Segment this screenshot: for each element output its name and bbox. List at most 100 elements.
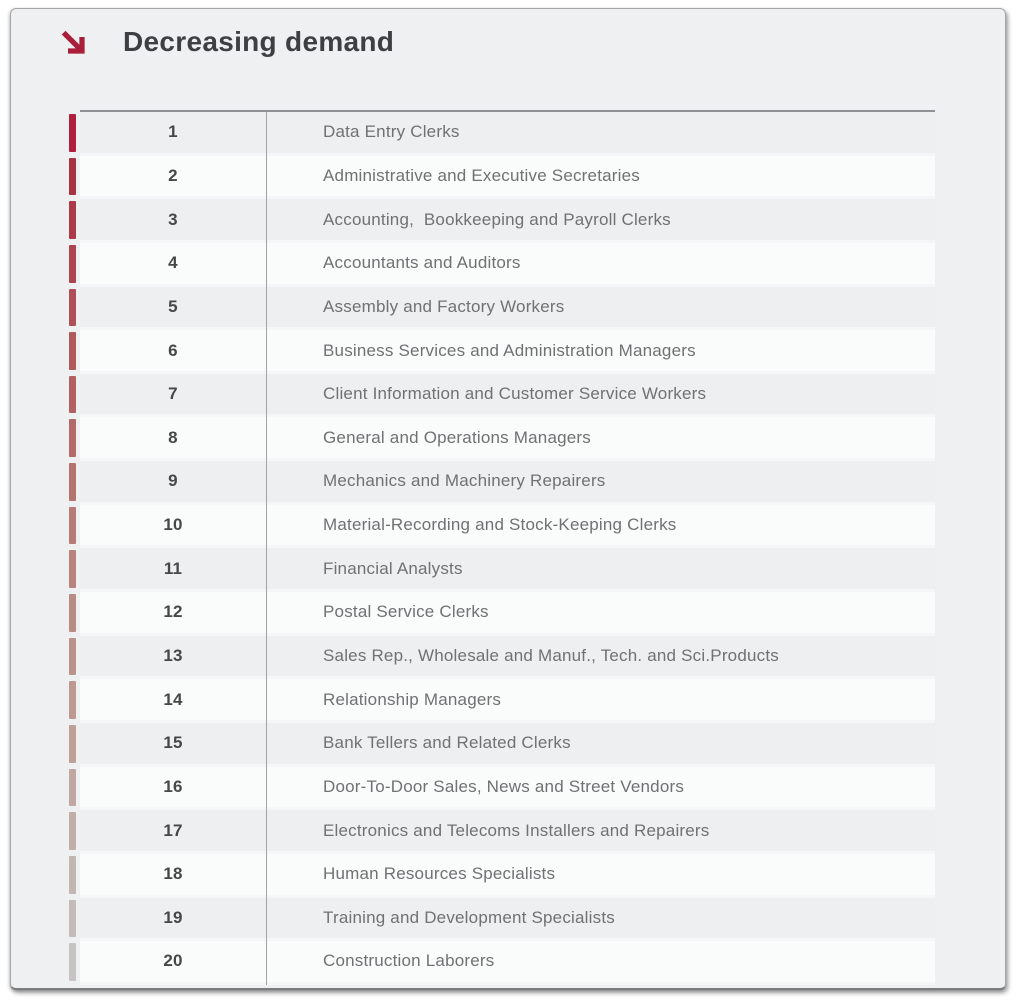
rank-cell-text: 4	[168, 253, 178, 273]
rank-cell: 16	[80, 767, 266, 808]
demand-bar	[69, 245, 76, 283]
decreasing-demand-card: Decreasing demand 1 Data Entry Clerks 2 …	[10, 8, 1006, 990]
demand-bar	[69, 856, 76, 894]
occupation-cell: Door-To-Door Sales, News and Street Vend…	[266, 767, 935, 808]
rank-cell: 8	[80, 417, 266, 458]
rank-cell-text: 11	[164, 559, 182, 579]
table-row: 15 Bank Tellers and Related Clerks	[69, 723, 935, 767]
occupation-cell: Bank Tellers and Related Clerks	[266, 723, 935, 764]
occupation-cell-text: Assembly and Factory Workers	[323, 297, 564, 317]
table-body: 1 Data Entry Clerks 2 Administrative and…	[69, 110, 935, 985]
table-row: 11 Financial Analysts	[69, 548, 935, 592]
demand-bar	[69, 376, 76, 414]
column-divider	[266, 112, 267, 985]
table-row: 18 Human Resources Specialists	[69, 854, 935, 898]
rank-cell: 1	[80, 112, 266, 153]
occupation-cell: Postal Service Clerks	[266, 592, 935, 633]
rank-cell-text: 17	[163, 821, 182, 841]
occupation-cell: Business Services and Administration Man…	[266, 330, 935, 371]
occupation-cell: Construction Laborers	[266, 941, 935, 982]
rank-cell: 13	[80, 636, 266, 677]
rank-cell-text: 9	[168, 471, 178, 491]
row-cells: 11 Financial Analysts	[80, 548, 935, 592]
demand-bar	[69, 158, 76, 196]
rank-cell-text: 2	[168, 166, 178, 186]
rank-cell: 4	[80, 243, 266, 284]
row-cells: 12 Postal Service Clerks	[80, 592, 935, 636]
demand-bar	[69, 769, 76, 807]
table-row: 13 Sales Rep., Wholesale and Manuf., Tec…	[69, 636, 935, 680]
rank-cell-text: 7	[168, 384, 178, 404]
rank-cell: 20	[80, 941, 266, 982]
row-cells: 15 Bank Tellers and Related Clerks	[80, 723, 935, 767]
occupation-cell-text: Postal Service Clerks	[323, 602, 489, 622]
table-row: 16 Door-To-Door Sales, News and Street V…	[69, 767, 935, 811]
demand-bar	[69, 419, 76, 457]
rank-cell-text: 3	[168, 210, 178, 230]
row-cells: 16 Door-To-Door Sales, News and Street V…	[80, 767, 935, 811]
table-top-border	[80, 110, 935, 112]
occupation-cell: Relationship Managers	[266, 679, 935, 720]
occupation-cell: Accountants and Auditors	[266, 243, 935, 284]
row-cells: 13 Sales Rep., Wholesale and Manuf., Tec…	[80, 636, 935, 680]
row-cells: 10 Material-Recording and Stock-Keeping …	[80, 505, 935, 549]
table-row: 20 Construction Laborers	[69, 941, 935, 985]
table-row: 8 General and Operations Managers	[69, 417, 935, 461]
occupation-cell-text: Client Information and Customer Service …	[323, 384, 706, 404]
rank-cell-text: 13	[163, 646, 182, 666]
table-row: 9 Mechanics and Machinery Repairers	[69, 461, 935, 505]
section-title: Decreasing demand	[123, 23, 394, 61]
rank-cell: 14	[80, 679, 266, 720]
rank-cell-text: 6	[168, 341, 178, 361]
occupation-cell: Electronics and Telecoms Installers and …	[266, 810, 935, 851]
table-row: 10 Material-Recording and Stock-Keeping …	[69, 505, 935, 549]
row-cells: 14 Relationship Managers	[80, 679, 935, 723]
occupation-cell-text: Material-Recording and Stock-Keeping Cle…	[323, 515, 676, 535]
rank-cell: 3	[80, 199, 266, 240]
table-row: 14 Relationship Managers	[69, 679, 935, 723]
rank-cell: 19	[80, 898, 266, 939]
row-cells: 8 General and Operations Managers	[80, 417, 935, 461]
demand-bar	[69, 812, 76, 850]
occupation-cell-text: General and Operations Managers	[323, 428, 591, 448]
row-cells: 20 Construction Laborers	[80, 941, 935, 985]
row-cells: 7 Client Information and Customer Servic…	[80, 374, 935, 418]
occupation-cell: Training and Development Specialists	[266, 898, 935, 939]
occupation-cell: Administrative and Executive Secretaries	[266, 156, 935, 197]
occupation-cell: General and Operations Managers	[266, 417, 935, 458]
demand-bar	[69, 550, 76, 588]
demand-bar	[69, 594, 76, 632]
demand-bar	[69, 943, 76, 981]
rank-cell-text: 20	[163, 951, 182, 971]
rank-cell: 11	[80, 548, 266, 589]
occupation-cell-text: Construction Laborers	[323, 951, 494, 971]
occupation-cell-text: Relationship Managers	[323, 690, 501, 710]
occupation-cell-text: Mechanics and Machinery Repairers	[323, 471, 606, 491]
occupation-cell: Human Resources Specialists	[266, 854, 935, 895]
rank-cell-text: 1	[168, 122, 178, 142]
rank-cell: 9	[80, 461, 266, 502]
occupation-cell-text: Electronics and Telecoms Installers and …	[323, 821, 710, 841]
occupation-cell-text: Accountants and Auditors	[323, 253, 521, 273]
table-row: 17 Electronics and Telecoms Installers a…	[69, 810, 935, 854]
rank-cell: 7	[80, 374, 266, 415]
row-cells: 17 Electronics and Telecoms Installers a…	[80, 810, 935, 854]
rank-cell-text: 14	[163, 690, 182, 710]
occupation-cell: Accounting, Bookkeeping and Payroll Cler…	[266, 199, 935, 240]
occupation-cell-text: Sales Rep., Wholesale and Manuf., Tech. …	[323, 646, 779, 666]
demand-bar	[69, 900, 76, 938]
rank-cell-text: 8	[168, 428, 178, 448]
occupation-cell: Material-Recording and Stock-Keeping Cle…	[266, 505, 935, 546]
occupation-cell: Data Entry Clerks	[266, 112, 935, 153]
occupation-cell-text: Business Services and Administration Man…	[323, 341, 696, 361]
demand-bar	[69, 114, 76, 152]
table-row: 12 Postal Service Clerks	[69, 592, 935, 636]
demand-bar	[69, 507, 76, 545]
occupation-cell: Mechanics and Machinery Repairers	[266, 461, 935, 502]
occupation-cell: Client Information and Customer Service …	[266, 374, 935, 415]
rank-cell-text: 19	[163, 908, 182, 928]
rank-cell: 15	[80, 723, 266, 764]
rank-cell-text: 12	[163, 602, 182, 622]
occupation-cell-text: Accounting, Bookkeeping and Payroll Cler…	[323, 210, 671, 230]
table-row: 1 Data Entry Clerks	[69, 112, 935, 156]
